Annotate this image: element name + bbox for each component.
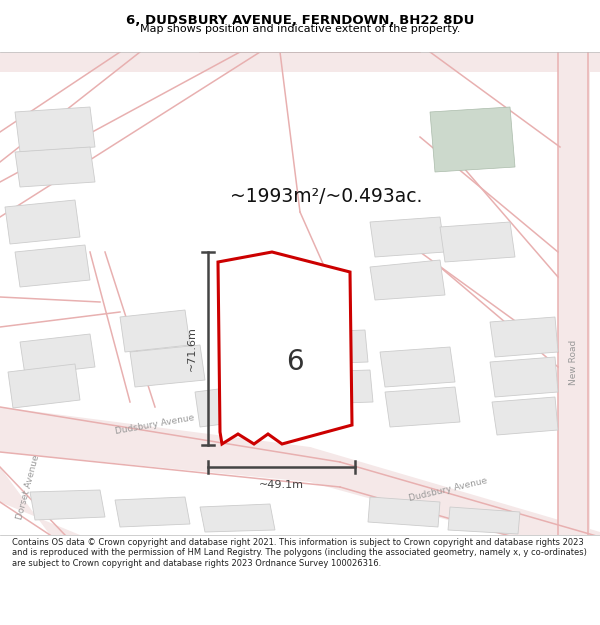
Polygon shape [492, 397, 558, 435]
Polygon shape [0, 467, 80, 535]
Polygon shape [490, 357, 558, 397]
Polygon shape [15, 245, 90, 287]
Polygon shape [30, 490, 105, 520]
Polygon shape [15, 107, 95, 152]
Text: Contains OS data © Crown copyright and database right 2021. This information is : Contains OS data © Crown copyright and d… [12, 538, 587, 568]
Text: Dorset Avenue: Dorset Avenue [15, 454, 41, 521]
Polygon shape [130, 345, 205, 387]
Polygon shape [385, 387, 460, 427]
Polygon shape [558, 52, 590, 535]
Polygon shape [310, 370, 373, 404]
Polygon shape [310, 447, 600, 562]
Polygon shape [0, 407, 340, 482]
Polygon shape [5, 200, 80, 244]
Polygon shape [15, 147, 95, 187]
Text: ~1993m²/~0.493ac.: ~1993m²/~0.493ac. [230, 188, 422, 206]
Polygon shape [200, 504, 275, 532]
Text: 6, DUDSBURY AVENUE, FERNDOWN, BH22 8DU: 6, DUDSBURY AVENUE, FERNDOWN, BH22 8DU [126, 14, 474, 27]
Polygon shape [368, 497, 440, 527]
Text: New Road: New Road [569, 339, 577, 384]
Polygon shape [0, 52, 600, 72]
Polygon shape [490, 317, 558, 357]
Polygon shape [120, 310, 190, 352]
Polygon shape [370, 260, 445, 300]
Polygon shape [380, 347, 455, 387]
Polygon shape [115, 497, 190, 527]
Text: ~71.6m: ~71.6m [187, 326, 197, 371]
Text: Dudsbury Avenue: Dudsbury Avenue [408, 477, 488, 503]
Polygon shape [20, 334, 95, 375]
Polygon shape [8, 364, 80, 408]
Polygon shape [430, 107, 515, 172]
Polygon shape [195, 385, 255, 427]
Text: ~49.1m: ~49.1m [259, 480, 304, 490]
Text: Map shows position and indicative extent of the property.: Map shows position and indicative extent… [140, 24, 460, 34]
Polygon shape [370, 217, 445, 257]
Polygon shape [448, 507, 520, 534]
Polygon shape [310, 330, 368, 364]
Polygon shape [440, 222, 515, 262]
Text: Dudsbury Avenue: Dudsbury Avenue [115, 414, 195, 436]
Text: 6: 6 [286, 348, 304, 376]
Polygon shape [218, 252, 352, 444]
